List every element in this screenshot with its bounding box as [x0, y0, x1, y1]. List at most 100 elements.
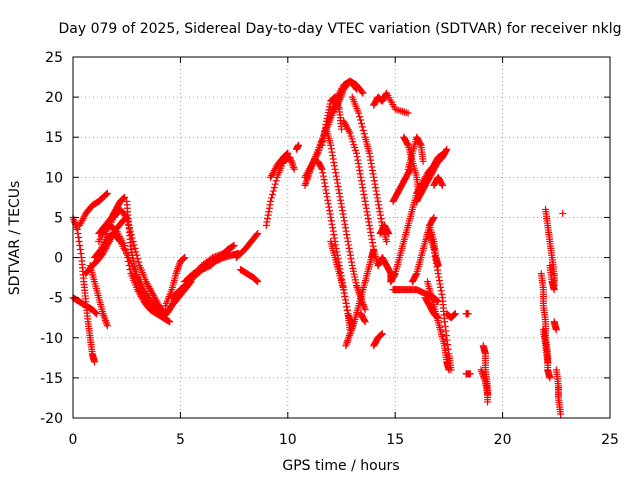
- data-point: [271, 180, 279, 188]
- data-point: [366, 225, 374, 233]
- series-e5: [417, 149, 449, 189]
- x-tick-label: 10: [279, 432, 297, 448]
- data-point: [342, 227, 350, 235]
- data-point: [266, 201, 274, 209]
- data-point: [356, 166, 364, 174]
- series-e3: [389, 165, 414, 205]
- data-point: [365, 149, 373, 157]
- data-point: [322, 186, 330, 194]
- data-point: [391, 271, 399, 279]
- y-tick-label: 10: [45, 170, 63, 186]
- data-point: [345, 331, 353, 339]
- data-point: [318, 165, 326, 173]
- data-point: [287, 155, 295, 163]
- data-point: [272, 177, 280, 185]
- series-g2: [539, 326, 552, 366]
- data-point: [332, 241, 340, 249]
- data-point: [368, 166, 376, 174]
- data-point: [434, 262, 442, 270]
- data-point: [322, 121, 330, 129]
- data-point: [190, 270, 198, 278]
- data-point: [550, 286, 558, 294]
- data-point: [322, 189, 330, 197]
- y-axis-label: SDTVAR / TECUs: [7, 181, 23, 296]
- data-point: [343, 306, 351, 314]
- data-point: [103, 322, 111, 330]
- data-point: [230, 242, 238, 250]
- data-point: [302, 178, 310, 186]
- data-point: [442, 327, 450, 335]
- data-point: [340, 217, 348, 225]
- data-point: [442, 331, 450, 339]
- data-point: [335, 103, 343, 111]
- plot-frame: [72, 56, 611, 419]
- y-tick-label: 25: [45, 50, 63, 66]
- data-point: [361, 318, 369, 326]
- data-point: [319, 169, 327, 177]
- data-point: [444, 345, 452, 353]
- data-point: [373, 194, 381, 202]
- data-point: [480, 373, 488, 381]
- data-point: [330, 231, 338, 239]
- series-c1: [237, 266, 262, 286]
- data-point: [192, 268, 200, 276]
- data-point: [417, 181, 425, 189]
- data-point: [344, 335, 352, 343]
- data-point: [74, 229, 82, 237]
- data-point: [479, 371, 487, 379]
- data-point: [103, 189, 111, 197]
- data-point: [370, 173, 378, 181]
- data-point: [341, 293, 349, 301]
- data-point: [337, 200, 345, 208]
- data-point: [346, 251, 354, 259]
- data-point: [368, 163, 376, 171]
- data-point: [363, 208, 371, 216]
- data-point: [364, 211, 372, 219]
- data-point: [301, 181, 309, 189]
- data-point: [76, 246, 84, 254]
- data-point: [262, 221, 270, 229]
- data-point: [135, 258, 143, 266]
- data-point: [430, 213, 438, 221]
- data-point: [100, 313, 108, 321]
- data-point: [361, 306, 369, 314]
- data-point: [403, 140, 411, 148]
- data-point: [341, 296, 349, 304]
- data-point: [337, 196, 345, 204]
- data-point: [360, 130, 368, 138]
- data-point: [364, 215, 372, 223]
- data-point: [349, 321, 357, 329]
- data-point: [347, 326, 355, 334]
- series-d17: [370, 89, 412, 117]
- data-point: [313, 151, 321, 159]
- data-point: [357, 119, 365, 127]
- data-point: [187, 274, 195, 282]
- data-point: [338, 207, 346, 215]
- data-point: [375, 201, 383, 209]
- data-point: [345, 241, 353, 249]
- series-d14: [370, 330, 386, 350]
- data-point: [372, 187, 380, 195]
- data-point: [264, 215, 272, 223]
- data-point: [354, 160, 362, 168]
- series-f3: [477, 366, 492, 398]
- data-point: [438, 180, 446, 188]
- data-point: [437, 287, 445, 295]
- data-point: [323, 193, 331, 201]
- data-point: [416, 140, 424, 148]
- data-point: [361, 197, 369, 205]
- data-point: [339, 210, 347, 218]
- data-point: [175, 263, 183, 271]
- data-point: [477, 366, 485, 374]
- data-point: [354, 156, 362, 164]
- data-point: [451, 310, 459, 318]
- series-g7: [550, 318, 560, 334]
- data-point: [93, 310, 101, 318]
- data-point: [173, 266, 181, 274]
- data-point: [175, 261, 183, 269]
- data-point: [412, 271, 420, 279]
- data-point: [131, 244, 139, 252]
- data-point: [447, 366, 455, 374]
- series-e9: [408, 213, 438, 286]
- data-point: [419, 157, 427, 165]
